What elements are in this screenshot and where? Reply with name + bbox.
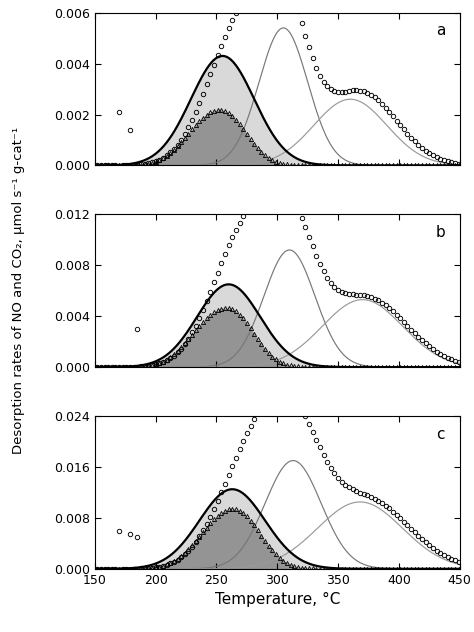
Text: Desorption rates of NO and CO₂, μmol s⁻¹ g-cat⁻¹: Desorption rates of NO and CO₂, μmol s⁻¹… (12, 127, 26, 454)
Text: b: b (436, 225, 446, 240)
X-axis label: Temperature, °C: Temperature, °C (215, 592, 340, 607)
Text: c: c (436, 427, 445, 442)
Text: a: a (436, 23, 446, 39)
